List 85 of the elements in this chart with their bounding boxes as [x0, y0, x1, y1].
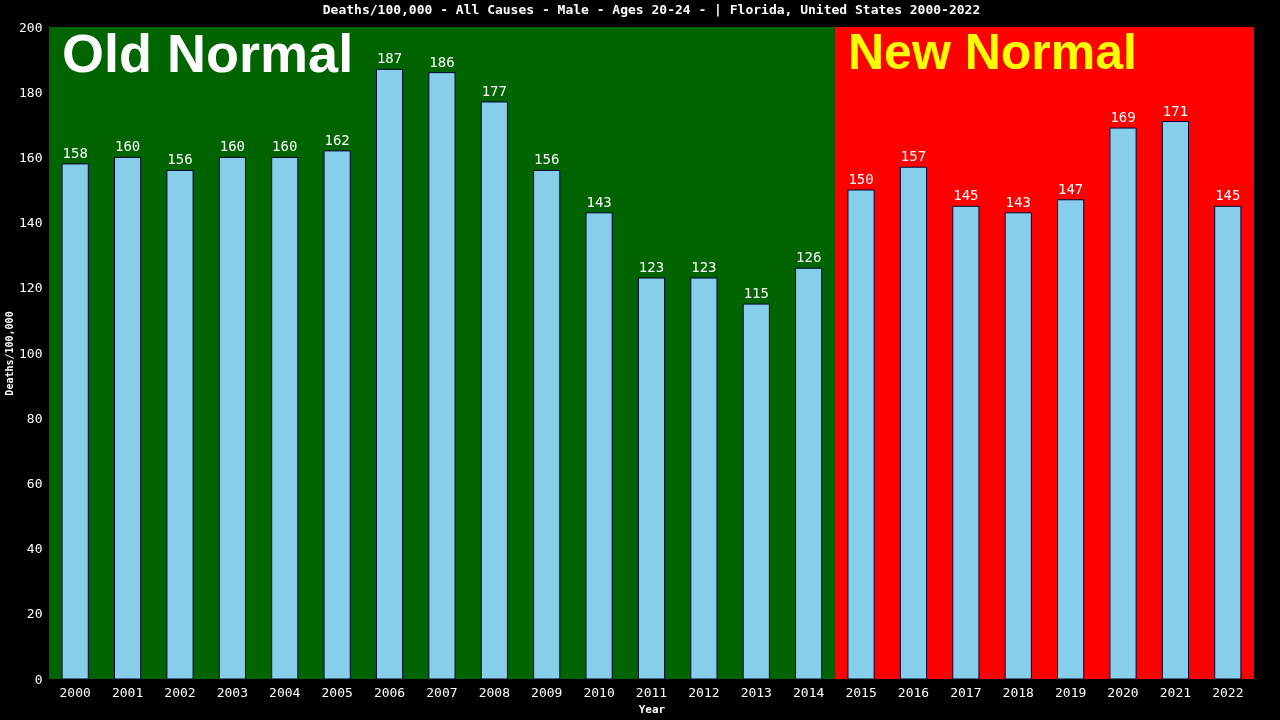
bar: [690, 277, 718, 680]
y-tick-label: 100: [19, 345, 43, 361]
x-tick-label: 2006: [373, 684, 406, 700]
x-tick-label: 2008: [478, 684, 510, 700]
x-tick-label: 2015: [845, 684, 877, 700]
x-tick-label: 2016: [897, 684, 930, 700]
x-tick-label: 2014: [793, 684, 825, 700]
data-label: 160: [114, 138, 141, 155]
x-tick-label: 2004: [269, 684, 301, 700]
x-tick-label: 2012: [688, 684, 720, 700]
y-tick-label: 160: [19, 149, 43, 165]
y-tick-label: 80: [26, 410, 43, 426]
data-label: 171: [1162, 102, 1189, 119]
bar: [218, 156, 246, 680]
chart-title: Deaths/100,000 - All Causes - Male - Ages 20-24 - | Florida, United States 2000-2022: [322, 2, 981, 17]
x-tick-label: 2022: [1212, 684, 1244, 700]
x-tick-label: 2000: [59, 684, 91, 700]
bar: [480, 101, 508, 680]
bar: [795, 267, 823, 680]
bar: [637, 277, 666, 680]
data-label: 160: [272, 138, 298, 155]
data-label: 187: [376, 50, 403, 67]
data-label: 156: [534, 151, 560, 168]
bar: [1004, 212, 1032, 680]
x-tick-label: 2002: [164, 684, 196, 700]
x-tick-label: 2007: [426, 684, 458, 700]
bar: [61, 163, 89, 680]
data-label: 145: [953, 187, 979, 204]
bar: [847, 189, 875, 680]
data-label: 126: [796, 249, 822, 266]
bar: [323, 150, 351, 680]
bar: [1109, 127, 1137, 680]
bar: [585, 212, 613, 680]
y-tick-label: 120: [19, 280, 43, 296]
y-tick-label: 140: [19, 215, 43, 231]
x-tick-label: 2019: [1054, 684, 1087, 700]
y-tick-label: 40: [26, 541, 43, 557]
y-tick-label: 180: [19, 84, 43, 100]
x-tick-label: 2003: [216, 684, 249, 700]
y-tick-label: 20: [26, 606, 43, 622]
y-tick-label: 60: [26, 475, 43, 491]
x-tick-label: 2017: [950, 684, 982, 700]
bar: [428, 72, 456, 680]
bar: [1161, 121, 1190, 680]
bar: [113, 156, 142, 680]
data-label: 186: [429, 53, 455, 70]
data-label: 150: [848, 171, 874, 187]
x-tick-label: 2001: [111, 684, 144, 700]
bar: [1214, 205, 1242, 680]
band-label: Old Normal: [62, 23, 354, 83]
bar: [271, 156, 299, 680]
x-tick-label: 2018: [1002, 684, 1034, 700]
data-label: 157: [900, 148, 927, 165]
bar: [1057, 199, 1085, 680]
x-tick-label: 2020: [1107, 684, 1139, 700]
data-label: 147: [1057, 180, 1084, 197]
data-label: 162: [324, 131, 350, 148]
x-tick-label: 2013: [740, 684, 772, 700]
data-label: 145: [1215, 187, 1241, 204]
data-label: 115: [743, 285, 769, 302]
x-tick-label: 2021: [1159, 684, 1192, 700]
data-label: 160: [219, 138, 246, 155]
bar: [742, 303, 770, 680]
y-axis-title: Deaths/100,000: [4, 311, 16, 396]
x-tick-label: 2010: [583, 684, 615, 700]
bar: [952, 205, 980, 680]
bar: [166, 169, 194, 680]
data-label: 123: [691, 259, 717, 276]
data-label: 143: [586, 193, 612, 210]
data-label: 143: [1005, 193, 1031, 210]
data-label: 156: [167, 151, 193, 168]
x-tick-label: 2009: [531, 684, 563, 700]
data-label: 123: [638, 259, 665, 276]
x-tick-label: 2011: [635, 684, 668, 700]
band-label: New Normal: [847, 24, 1137, 80]
x-axis-title: Year: [638, 702, 666, 716]
bar: [375, 68, 404, 680]
y-tick-label: 200: [19, 19, 43, 35]
data-label: 169: [1110, 109, 1136, 126]
bar: [533, 169, 561, 680]
data-label: 158: [62, 144, 88, 161]
bar: [899, 166, 928, 680]
data-label: 177: [481, 82, 507, 99]
y-tick-label: 0: [34, 671, 43, 687]
x-tick-label: 2005: [321, 684, 353, 700]
